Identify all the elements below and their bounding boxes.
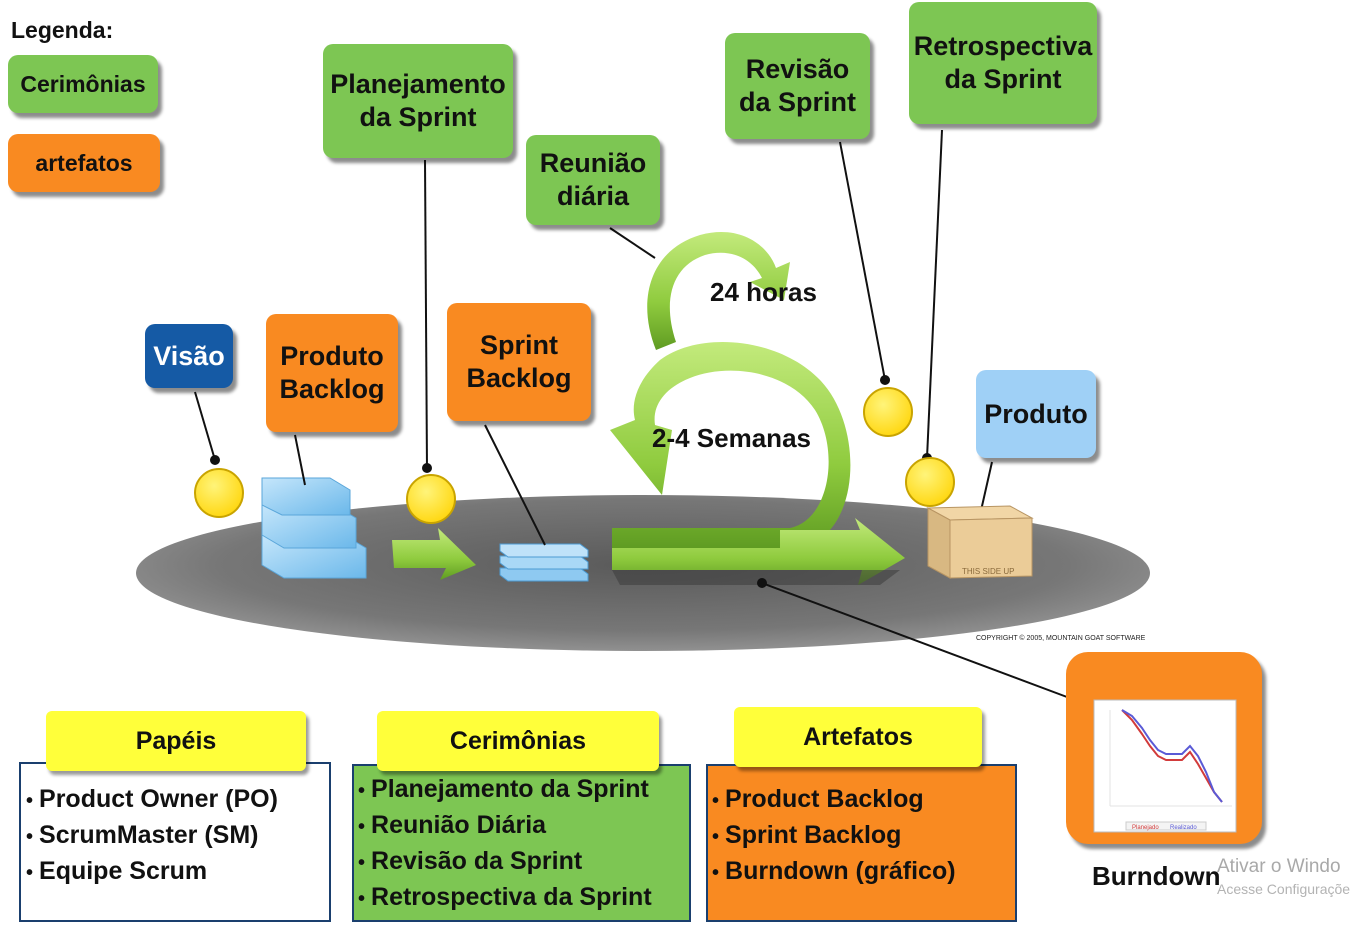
list-item: Revisão da Sprint bbox=[358, 844, 689, 880]
package-label: THIS SIDE UP bbox=[962, 567, 1014, 576]
daily-cycle-label: 24 horas bbox=[710, 277, 817, 307]
sprint-planning-box: Planejamento da Sprint bbox=[323, 44, 513, 158]
product-box: Produto bbox=[976, 370, 1096, 458]
burndown-planned-line bbox=[1121, 709, 1223, 803]
sprint-cycle-shadow bbox=[612, 570, 900, 585]
list-item: ScrumMaster (SM) bbox=[26, 818, 329, 854]
product-backlog-box: Produto Backlog bbox=[266, 314, 398, 432]
product-backlog-blocks bbox=[261, 477, 367, 579]
artifacts-panel: Product Backlog Sprint Backlog Burndown … bbox=[706, 764, 1017, 922]
roles-panel: Product Owner (PO) ScrumMaster (SM) Equi… bbox=[19, 762, 331, 922]
burndown-legend-actual: Realizado bbox=[1170, 825, 1197, 831]
activation-watermark: Ativar o Windo bbox=[1217, 856, 1341, 877]
connector-lines bbox=[194, 129, 1076, 701]
vision-box: Visão bbox=[145, 324, 233, 388]
ceremonies-panel: Planejamento da Sprint Reunião Diária Re… bbox=[352, 764, 691, 922]
copyright-text: COPYRIGHT © 2005, MOUNTAIN GOAT SOFTWARE bbox=[976, 634, 1146, 642]
ceremonies-list: Planejamento da Sprint Reunião Diária Re… bbox=[354, 766, 689, 916]
daily-loop-arrow bbox=[647, 231, 790, 350]
sprint-duration-label: 2-4 Semanas bbox=[652, 423, 811, 453]
roles-panel-title: Papéis bbox=[46, 711, 306, 771]
list-item: Reunião Diária bbox=[358, 808, 689, 844]
burndown-actual-line bbox=[1121, 709, 1223, 803]
artifacts-list: Product Backlog Sprint Backlog Burndown … bbox=[708, 766, 1015, 890]
list-item: Product Owner (PO) bbox=[26, 782, 329, 818]
list-item: Equipe Scrum bbox=[26, 854, 329, 890]
sprint-backlog-sheets bbox=[499, 543, 589, 582]
list-item: Sprint Backlog bbox=[712, 818, 1015, 854]
artifacts-panel-title: Artefatos bbox=[734, 707, 982, 767]
sprint-cycle-arrow bbox=[610, 341, 851, 548]
activation-watermark-sub: Acesse Configuraçõe bbox=[1217, 881, 1351, 897]
marker-circles bbox=[194, 387, 955, 524]
burndown-frame: Planejado Realizado bbox=[1066, 652, 1262, 844]
product-package: THIS SIDE UP bbox=[926, 505, 1034, 579]
daily-meeting-box: Reunião diária bbox=[526, 135, 660, 225]
sprint-backlog-box: Sprint Backlog bbox=[447, 303, 591, 421]
list-item: Product Backlog bbox=[712, 782, 1015, 818]
burndown-label: Burndown bbox=[1092, 861, 1221, 891]
roles-list: Product Owner (PO) ScrumMaster (SM) Equi… bbox=[21, 764, 329, 890]
burndown-chart: Planejado Realizado bbox=[1093, 699, 1237, 833]
list-item: Burndown (gráfico) bbox=[712, 854, 1015, 890]
ceremonies-panel-title: Cerimônias bbox=[377, 711, 659, 771]
sprint-review-box: Revisão da Sprint bbox=[725, 33, 870, 139]
sprint-cycle-arrowhead bbox=[612, 518, 905, 585]
sprint-retrospective-box: Retrospectiva da Sprint bbox=[909, 2, 1097, 124]
list-item: Retrospectiva da Sprint bbox=[358, 880, 689, 916]
legend-ceremonies-box: Cerimônias bbox=[8, 55, 158, 113]
list-item: Planejamento da Sprint bbox=[358, 772, 689, 808]
legend-artifacts-box: artefatos bbox=[8, 134, 160, 192]
legend-title: Legenda: bbox=[11, 17, 114, 43]
flow-arrow-small bbox=[392, 528, 476, 580]
burndown-legend-planned: Planejado bbox=[1132, 825, 1159, 831]
